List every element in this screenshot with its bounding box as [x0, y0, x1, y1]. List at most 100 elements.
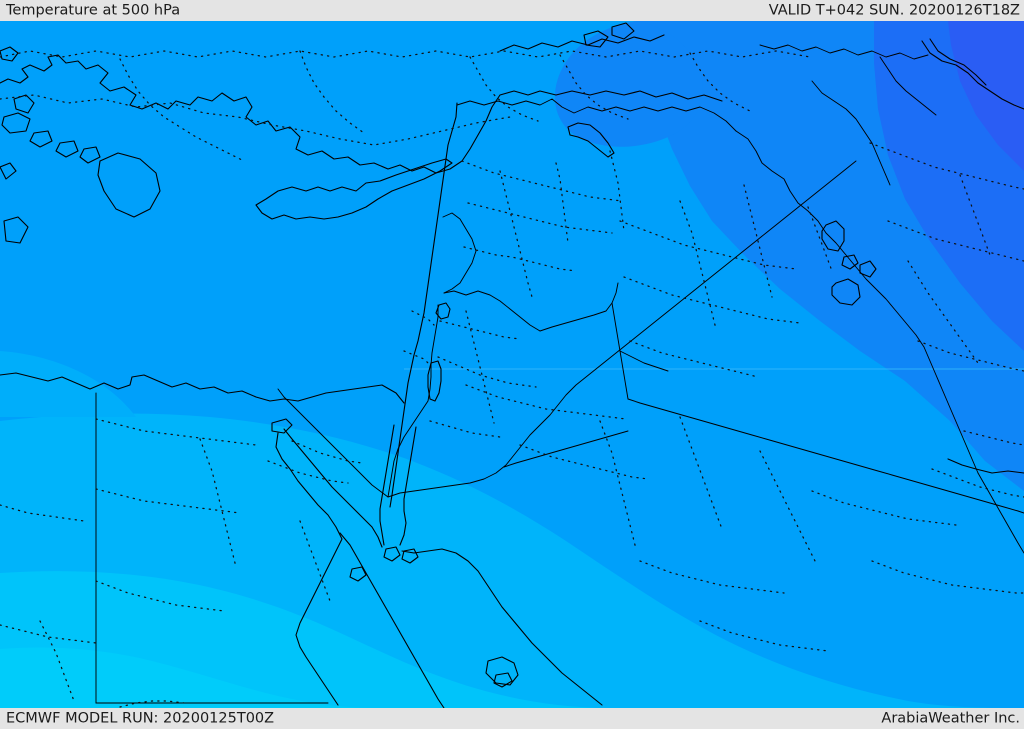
- coast-sinai-west: [275, 432, 343, 706]
- dotted-syria-3: [499, 170, 533, 298]
- dotted-turkey-1: [0, 50, 811, 58]
- coast-aegean-islands: [0, 46, 19, 62]
- dotted-iraq-1: [619, 220, 797, 270]
- coast-levant: [389, 102, 458, 508]
- coast-black-sea: [499, 34, 665, 52]
- header-bar: Temperature at 500 hPa VALID T+042 SUN. …: [0, 0, 1024, 21]
- dotted-saudi-8: [871, 560, 1024, 594]
- page-title: Temperature at 500 hPa: [6, 2, 181, 18]
- dotted-turkey-3: [119, 58, 245, 162]
- dotted-iran-1: [869, 142, 1024, 190]
- coast-island-south-a: [485, 656, 519, 686]
- water-lake-assad: [567, 122, 615, 158]
- border-turkey-iraq-iran: [735, 130, 979, 474]
- model-run-label: ECMWF MODEL RUN: 20200125T00Z: [6, 710, 275, 726]
- border-israel-jordan: [387, 304, 439, 498]
- coast-gulf-suez-east: [283, 428, 383, 548]
- coast-aegean-island-2: [13, 94, 35, 114]
- border-iraq-saudi-2: [627, 398, 1024, 514]
- political-borders-dotted: [0, 50, 1024, 708]
- coast-redsea-west: [339, 532, 445, 708]
- coastlines: [0, 22, 1024, 708]
- border-jordan-iraq: [539, 282, 619, 332]
- political-borders-solid: [95, 44, 1024, 704]
- water-dead-sea: [427, 360, 442, 402]
- temperature-map: [0, 21, 1024, 708]
- dotted-saudi-1: [465, 384, 627, 420]
- border-syria-lebanon: [442, 212, 477, 294]
- border-neutral-zone: [503, 430, 629, 468]
- lake-van: [831, 278, 861, 306]
- coast-rhodes: [97, 152, 161, 218]
- dotted-saudi-9: [699, 620, 829, 652]
- coast-aqaba-west: [379, 424, 395, 546]
- dotted-saudi-5: [639, 560, 785, 594]
- dotted-sudan-1: [119, 700, 185, 708]
- coast-crete-fragment: [0, 162, 17, 180]
- dotted-iran-5: [917, 340, 1024, 372]
- dotted-saudi-4: [679, 416, 723, 530]
- coast-bardawil: [271, 418, 293, 434]
- dotted-iran-7: [931, 468, 1024, 498]
- dotted-saudi-7: [811, 490, 957, 526]
- border-turkey-syria: [456, 98, 737, 132]
- dotted-egypt-2: [95, 488, 241, 514]
- dotted-syria-6: [463, 246, 577, 272]
- lake-small-iran-2: [841, 254, 859, 270]
- border-caucasus: [759, 44, 929, 60]
- dotted-egypt-8: [299, 520, 331, 602]
- dotted-syria-2: [467, 202, 613, 234]
- dotted-israel-1: [411, 310, 435, 326]
- temperature-band-warmest: [0, 647, 378, 708]
- coast-saudi-redsea: [401, 548, 603, 706]
- map-canvas[interactable]: [0, 21, 1024, 708]
- coast-caspian: [921, 40, 1024, 110]
- valid-time-label: VALID T+042 SUN. 20200126T18Z: [768, 2, 1020, 18]
- dotted-syria-5: [609, 150, 625, 232]
- temperature-band-coldest: [948, 21, 1024, 171]
- coast-island-shadwan: [349, 566, 367, 582]
- dotted-syria-1: [461, 160, 623, 202]
- dotted-saudi-6: [759, 450, 817, 564]
- coast-black-sea-island-2: [611, 22, 635, 40]
- border-syria-jordan: [443, 290, 541, 332]
- border-egypt-israel: [277, 388, 389, 498]
- dotted-syria-4: [555, 162, 569, 244]
- dotted-iran-3: [907, 260, 979, 364]
- dotted-iran-4: [959, 174, 991, 256]
- border-turkey-iran-ne: [811, 80, 891, 186]
- coast-aegean-island-3: [1, 112, 31, 134]
- coast-island-tiran: [383, 546, 401, 562]
- coast-small-island-d: [3, 216, 29, 244]
- border-iran-west: [977, 472, 1024, 554]
- dotted-egypt-4: [95, 580, 225, 612]
- dotted-turkey-7: [689, 52, 751, 112]
- dotted-jordan-2: [437, 356, 537, 388]
- coast-island-south-b: [493, 672, 513, 688]
- dotted-turkey-4: [299, 50, 365, 134]
- temperature-band-cool-lobe: [554, 21, 703, 147]
- border-kuwait: [619, 350, 669, 372]
- dotted-libya-1: [0, 504, 85, 522]
- dotted-jordan-1: [439, 320, 521, 340]
- coast-egypt-north: [0, 372, 405, 404]
- dotted-egypt-1: [95, 418, 257, 446]
- dotted-sinai-1: [291, 440, 363, 464]
- coast-small-island-a: [29, 130, 53, 148]
- temperature-band-warm-west: [0, 351, 136, 417]
- coast-redsea-east: [399, 426, 417, 546]
- dotted-israel-2: [403, 350, 431, 366]
- dotted-egypt-7: [267, 460, 349, 484]
- dotted-iran-6: [963, 430, 1024, 446]
- footer-bar: ECMWF MODEL RUN: 20200125T00Z ArabiaWeat…: [0, 708, 1024, 729]
- coast-island-sanafir: [401, 548, 419, 564]
- coast-cyprus: [255, 158, 453, 220]
- coast-black-sea-island: [583, 30, 609, 48]
- coast-caspian-inner: [929, 38, 987, 86]
- lake-urmia: [821, 220, 845, 252]
- dotted-iran-2: [887, 220, 1024, 262]
- coast-persian-gulf: [947, 458, 1024, 474]
- credit-label: ArabiaWeather Inc.: [881, 710, 1020, 726]
- water-sea-of-galilee: [435, 302, 451, 320]
